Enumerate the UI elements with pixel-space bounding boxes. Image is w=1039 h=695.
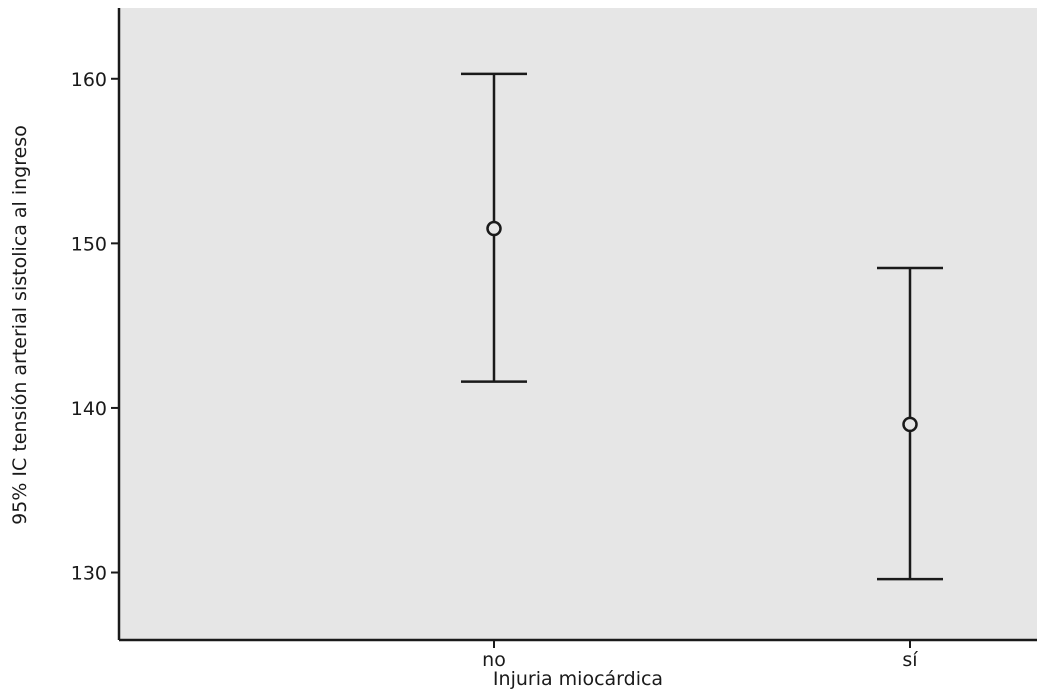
y-axis-ticks: 130 140 150 160 [71, 69, 119, 585]
error-bars [461, 72, 943, 581]
y-tick-label: 140 [71, 398, 107, 420]
mean-marker [486, 220, 502, 237]
plot-area [119, 8, 1037, 640]
y-tick-label: 160 [71, 69, 107, 91]
y-tick-label: 150 [71, 233, 107, 255]
x-tick-label: no [482, 649, 506, 671]
y-axis-title: 95% IC tensión arterial sistolica al ing… [9, 125, 31, 525]
x-axis-title: Injuria miocárdica [493, 668, 663, 690]
x-tick-label: sí [902, 649, 918, 671]
mean-marker [902, 416, 918, 433]
y-tick-label: 130 [71, 563, 107, 585]
x-axis-ticks: no sí [482, 640, 918, 671]
